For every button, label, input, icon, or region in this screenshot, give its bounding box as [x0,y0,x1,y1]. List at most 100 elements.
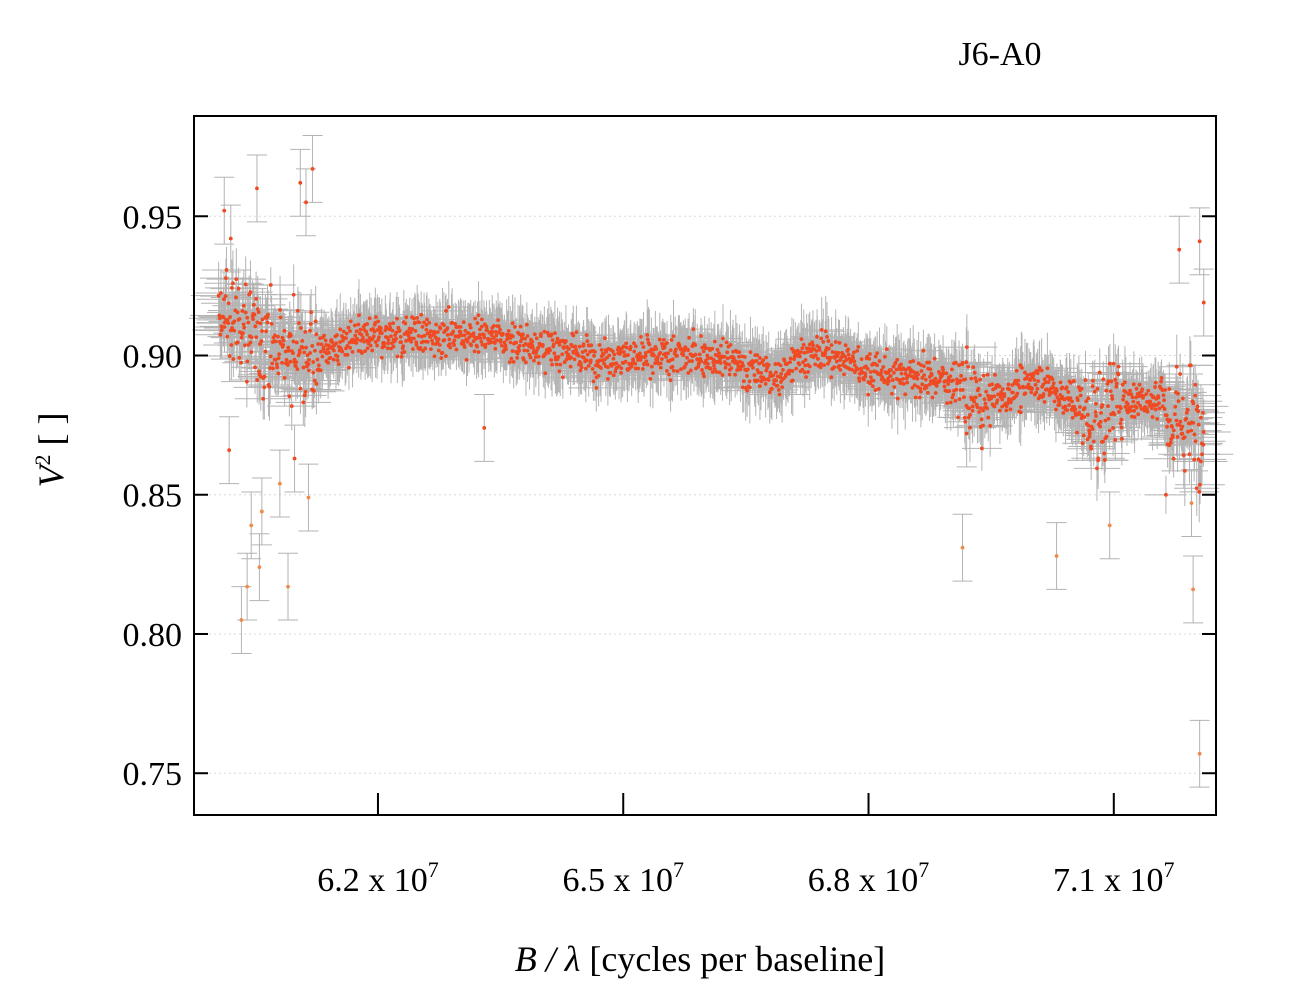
data-point [566,352,571,357]
grid-lines [194,215,1216,774]
data-point [706,356,710,361]
data-point [506,328,511,333]
data-point [687,335,692,340]
data-point [641,345,646,349]
data-point [755,378,760,383]
data-point [687,359,692,364]
data-point [234,277,239,282]
data-point [518,324,523,329]
data-point [557,343,562,347]
data-point [542,329,547,334]
data-point [553,331,557,336]
data-point [561,346,566,350]
data-point [668,348,673,353]
data-point [331,357,336,362]
data-point [288,359,293,364]
data-point [674,353,679,358]
data-point [741,363,746,368]
data-point [231,357,236,361]
data-point [305,353,310,358]
data-point [592,353,596,358]
data-point [737,350,742,355]
data-point [532,358,536,363]
data-point [417,320,422,325]
data-point [436,337,441,341]
data-point [306,368,311,373]
data-point [385,346,390,351]
data-point [585,352,590,357]
data-point [701,371,706,376]
data-point [229,286,234,290]
data-point [713,353,718,357]
data-point [229,343,234,347]
data-point [348,345,353,350]
data-point [560,352,565,357]
data-point [604,349,609,354]
data-point [335,333,339,338]
data-point [766,363,771,367]
data-point [757,356,762,360]
data-point [564,339,568,343]
data-point [729,366,734,371]
data-point [613,369,618,374]
data-point [667,372,671,377]
data-point [686,371,691,375]
data-point [489,340,493,345]
data-point [268,283,273,287]
data-point [240,331,245,336]
data-point [607,353,612,358]
data-point [684,361,689,366]
data-point [611,356,616,361]
data-point [225,318,230,322]
data-point [515,351,520,356]
data-point [614,361,619,366]
data-point [521,357,526,362]
data-point [223,276,228,281]
data-point [781,368,785,372]
data-point [395,354,400,359]
data-point [626,353,630,357]
data-point [594,386,599,390]
data-point [373,340,378,344]
data-point [485,327,489,332]
data-point [596,373,601,378]
data-point [401,344,406,349]
data-point [636,366,641,371]
data-point [574,347,579,352]
data-point [411,347,415,351]
data-point [395,316,399,321]
data-point [551,342,556,347]
data-point [428,329,433,334]
data-point [253,365,257,370]
data-point [310,344,315,348]
data-point [284,357,289,362]
data-point [690,359,694,363]
data-point [521,332,525,337]
data-point [280,360,284,365]
data-point [297,321,301,326]
data-point [465,339,470,343]
data-point [711,357,716,362]
data-point [712,367,717,371]
data-point [313,348,317,353]
data-point [422,320,426,325]
data-point [253,324,258,329]
data-point [384,326,389,331]
data-point [790,369,795,373]
data-point [703,346,708,351]
data-point [230,326,234,330]
data-point [353,333,358,338]
data-point [312,378,317,383]
data-point [424,323,429,327]
data-point [225,334,230,339]
data-point [313,319,318,324]
data-point [643,353,648,358]
data-point [222,297,226,302]
data-point [695,357,700,362]
data-point [452,338,457,343]
data-point [747,379,752,384]
data-point [665,341,669,345]
data-point [368,343,373,348]
data-point [222,320,227,325]
data-point [759,370,764,375]
